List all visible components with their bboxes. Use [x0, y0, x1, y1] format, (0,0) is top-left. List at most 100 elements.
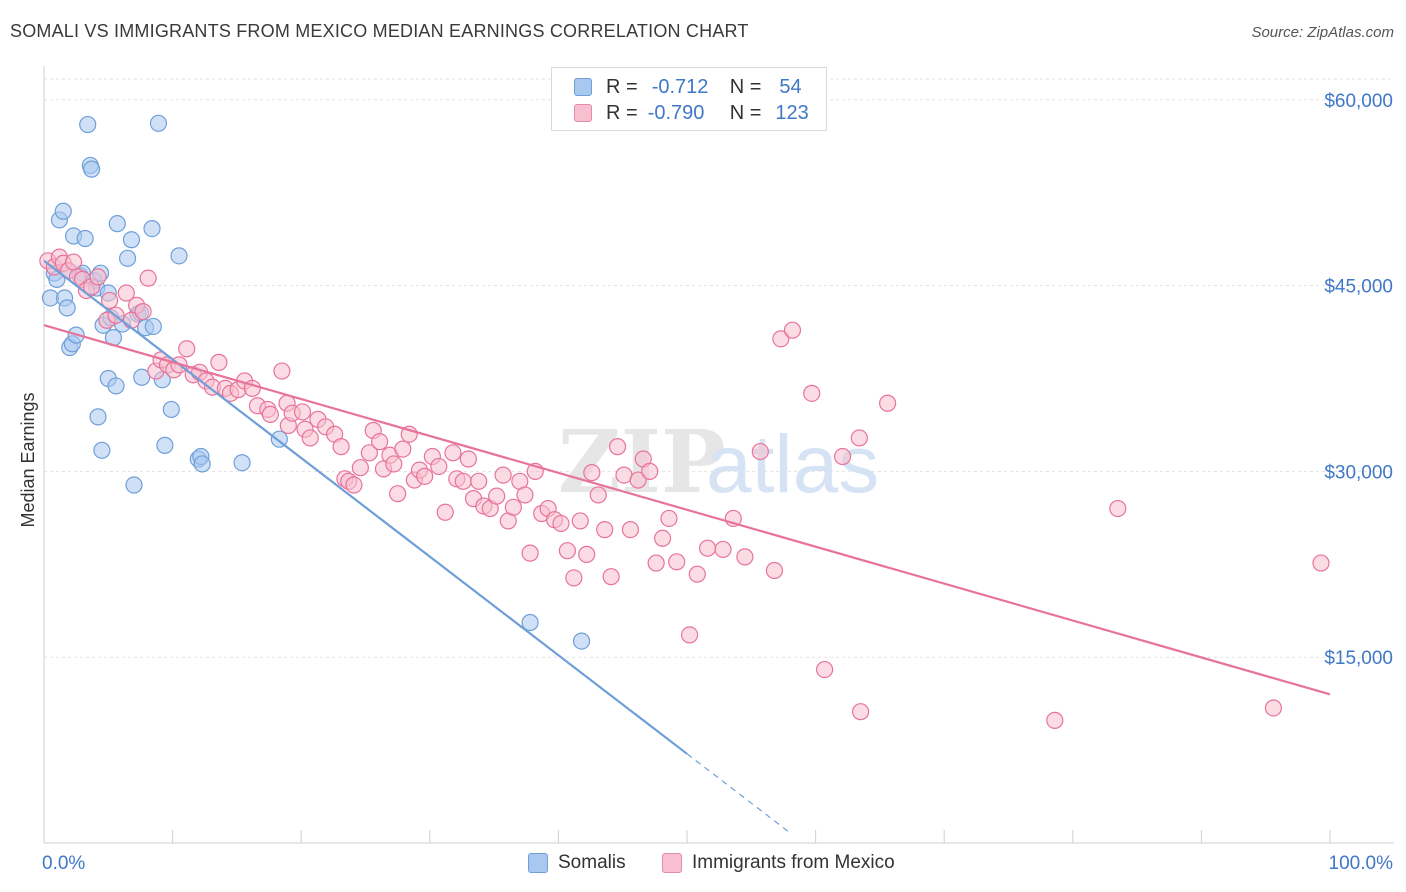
mexico-trend-line: [43, 324, 1331, 696]
mexico-point: [1312, 554, 1330, 572]
somalis-point: [54, 202, 72, 220]
mexico-point: [1109, 499, 1127, 518]
grid-layer: [44, 78, 1394, 658]
trend-layer: [43, 259, 1331, 834]
mexico-point: [680, 626, 699, 644]
somalis-point: [572, 632, 591, 650]
somalis-point: [122, 231, 141, 249]
n-value: 54: [779, 75, 802, 98]
mexico-point: [852, 703, 870, 721]
mexico-point: [488, 487, 506, 505]
somalis-point: [107, 377, 125, 395]
somalis-point: [93, 441, 111, 459]
mexico-point: [571, 512, 589, 530]
somalis-point: [125, 476, 143, 494]
x-tick-label: 0.0%: [42, 853, 85, 874]
chart-title: SOMALI VS IMMIGRANTS FROM MEXICO MEDIAN …: [10, 21, 749, 41]
somalis-point: [89, 408, 107, 426]
somalis-point: [144, 317, 162, 336]
mexico-point: [608, 438, 627, 456]
mexico-point: [494, 466, 512, 484]
somalis-point: [118, 249, 137, 267]
somalis-point: [82, 160, 101, 178]
y-axis-label: Median Earnings: [18, 392, 38, 527]
mexico-point: [558, 542, 577, 560]
somalis-point: [233, 454, 251, 472]
mexico-point: [134, 302, 152, 321]
axis-layer: $15,000 $30,000 $45,000 $60,000 0.0% 100.0%: [42, 66, 1394, 874]
mexico-point: [345, 476, 363, 494]
mexico-point: [751, 442, 769, 461]
mexico-point: [879, 394, 897, 412]
mexico-point: [698, 539, 717, 557]
mexico-point: [629, 471, 647, 489]
x-tick-label: 100.0%: [1329, 853, 1394, 874]
mexico-point: [765, 561, 784, 580]
mexico-point: [772, 330, 790, 348]
mexico-point: [565, 569, 583, 587]
mexico-point: [64, 253, 83, 271]
mexico-point: [459, 450, 477, 468]
mexico-point: [660, 509, 678, 528]
somalis-point: [133, 368, 151, 386]
mexico-point: [1264, 699, 1283, 717]
r-value: -0.790: [647, 101, 705, 124]
mexico-point: [470, 472, 488, 490]
y-tick-label: $45,000: [1324, 277, 1393, 298]
n-label: N =: [729, 75, 762, 98]
mexico-point: [430, 457, 448, 476]
somalis-point: [521, 613, 539, 632]
mexico-point: [816, 660, 834, 679]
mexico-point: [589, 486, 607, 504]
mexico-point: [89, 268, 107, 286]
somalis-point: [193, 455, 211, 473]
r-label: R =: [606, 75, 638, 98]
bottom-legend-somalis[interactable]: Somalis: [528, 852, 626, 874]
somalis-point: [149, 114, 168, 132]
watermark-atlas: atlas: [706, 419, 879, 510]
mexico-point: [178, 340, 196, 358]
somalis-point: [108, 215, 126, 233]
mexico-point: [803, 384, 821, 402]
mexico-point: [394, 440, 412, 458]
mexico-point: [596, 521, 614, 539]
mexico-point: [360, 444, 378, 462]
mexico-points: [39, 248, 1330, 729]
mexico-point: [139, 269, 157, 287]
mexico-point: [736, 548, 754, 566]
mexico-point: [100, 291, 119, 310]
mexico-point: [351, 459, 369, 477]
r-label: R =: [606, 101, 638, 124]
mexico-swatch: [574, 104, 592, 122]
mexico-point: [583, 464, 601, 482]
somalis-trend-extension: [686, 753, 791, 834]
mexico-point: [714, 540, 732, 559]
stats-legend-row-mexico: R = -0.790 N = 123: [574, 101, 809, 125]
mexico-point: [834, 447, 852, 466]
somalis-point: [156, 436, 174, 454]
mexico-point: [850, 429, 868, 447]
mexico-point: [454, 472, 472, 490]
somalis-point: [58, 299, 76, 317]
mexico-point: [641, 462, 659, 480]
n-value: 123: [775, 101, 809, 124]
stats-legend: R = -0.712 N = 54 R = -0.790 N = 123: [551, 67, 827, 131]
somalis-point: [170, 247, 188, 265]
somalis-point: [79, 115, 97, 134]
stats-legend-row-somalis: R = -0.712 N = 54: [574, 75, 802, 99]
mexico-point: [783, 321, 802, 339]
mexico-point: [416, 467, 434, 485]
r-value: -0.712: [651, 75, 709, 98]
somalis-legend-swatch: [528, 853, 548, 873]
points-layer: [39, 114, 1330, 729]
somalis-legend-label: Somalis: [558, 852, 626, 873]
mexico-point: [332, 438, 350, 456]
mexico-point: [389, 485, 407, 503]
mexico-legend-label: Immigrants from Mexico: [692, 852, 895, 873]
mexico-point: [1046, 711, 1064, 729]
mexico-point: [578, 545, 596, 563]
bottom-legend-mexico[interactable]: Immigrants from Mexico: [662, 852, 895, 874]
y-tick-label: $30,000: [1324, 462, 1393, 483]
mexico-point: [552, 514, 570, 533]
somalis-point: [76, 229, 94, 248]
